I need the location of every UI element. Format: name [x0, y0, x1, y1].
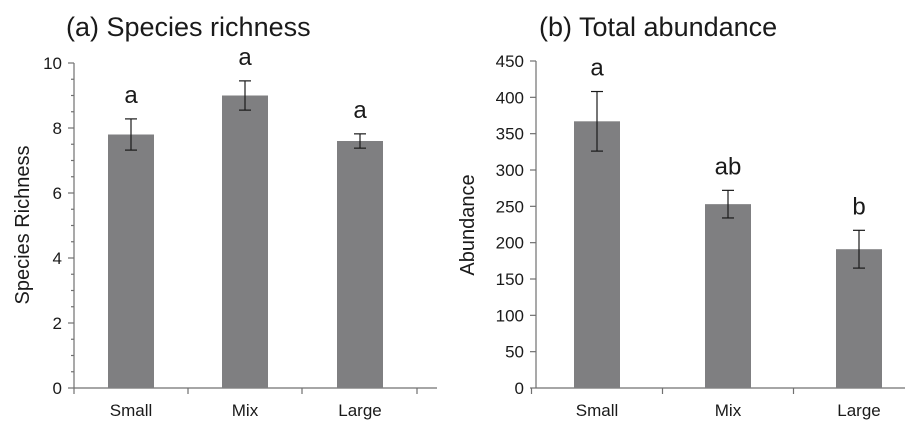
panel-a-bar-large [337, 141, 383, 388]
panel-a-significance-letter: a [124, 82, 138, 109]
panel-a-y-tick-label: 6 [53, 184, 62, 203]
panel-a-species-richness: (a) Species richness Species Richness 0 2… [12, 12, 437, 420]
panel-b-bar-small [574, 121, 620, 388]
panel-b-significance-letter: a [590, 55, 604, 82]
panel-b-y-tick-label: 250 [496, 197, 524, 216]
panel-a-title: (a) Species richness [66, 12, 311, 42]
panel-a-x-tick-label: Small [110, 401, 153, 420]
panel-b-y-tick-label: 0 [515, 379, 524, 398]
panel-a-x-tick-label: Large [338, 401, 381, 420]
panel-b-y-tick-label: 50 [505, 343, 524, 362]
panel-b-y-axis-label: Abundance [457, 174, 479, 275]
panel-a-bar-small [108, 135, 154, 389]
panel-b-total-abundance: (b) Total abundance Abundance 0 50 100 150 2… [457, 12, 915, 420]
panel-b-bar-mix [705, 204, 751, 388]
panel-a-x-tick-label: Mix [232, 401, 259, 420]
panel-a-y-tick-label: 4 [53, 249, 62, 268]
panel-b-y-tick-label: 350 [496, 125, 524, 144]
panel-b-y-tick-label: 100 [496, 306, 524, 325]
panel-b-x-tick-label: Large [837, 401, 880, 420]
panel-a-y-tick-label: 2 [53, 314, 62, 333]
panel-a-y-tick-label: 10 [43, 54, 62, 73]
panel-b-x-tick-label: Mix [715, 401, 742, 420]
panel-b-significance-letter: ab [715, 153, 742, 180]
panel-b-y-tick-label: 200 [496, 234, 524, 253]
panel-b-significance-letter: b [852, 193, 865, 220]
panel-b-y-tick-label: 150 [496, 270, 524, 289]
panel-a-significance-letter: a [353, 97, 367, 124]
panel-b-y-tick-label: 450 [496, 52, 524, 71]
panel-b-plot-area: 0 50 100 150 200 250 300 350 400 450 Small a Mix ab La… [496, 52, 915, 420]
panel-b-bar-large [836, 249, 882, 388]
panel-b-y-tick-label: 300 [496, 161, 524, 180]
panel-a-significance-letter: a [238, 44, 252, 71]
panel-a-y-tick-label: 8 [53, 119, 62, 138]
panel-a-y-axis-label: Species Richness [12, 146, 34, 305]
panel-b-x-tick-label: Small [576, 401, 619, 420]
panel-b-y-tick-label: 400 [496, 88, 524, 107]
panel-a-bar-mix [222, 96, 268, 389]
panel-a-plot-area: 0 2 4 6 8 10 Small a Mix a Large a [43, 44, 437, 420]
panel-a-y-tick-label: 0 [53, 379, 62, 398]
panel-b-title: (b) Total abundance [539, 12, 777, 42]
